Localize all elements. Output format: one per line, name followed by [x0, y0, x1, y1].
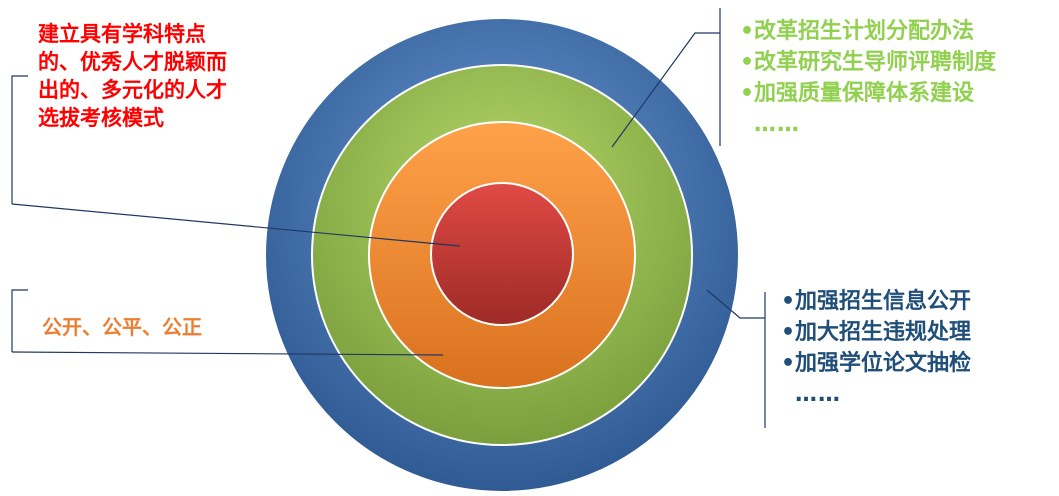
reform-item: •改革研究生导师评聘制度 [740, 50, 997, 75]
core-connector [11, 203, 461, 247]
supervision-item: •加强学位论文抽检 [781, 351, 972, 376]
supervision-item: •加强招生信息公开 [781, 289, 972, 314]
reform-label: •改革招生计划分配办法 •改革研究生导师评聘制度 •加强质量保障体系建设 …… [740, 16, 996, 140]
reform-connector [611, 32, 720, 148]
supervision-connector [706, 289, 765, 319]
fairness-connector [11, 351, 444, 356]
core-label: 建立具有学科特点 的、优秀人才脱颖而 出的、多元化的人才 选拔考核模式 [38, 20, 227, 132]
core-label-line: 的、优秀人才脱颖而 [38, 50, 227, 74]
supervision-item: •加大招生违规处理 [781, 320, 972, 345]
supervision-label: •加强招生信息公开 •加大招生违规处理 •加强学位论文抽检 …… [781, 286, 971, 410]
fairness-bracket [11, 289, 28, 352]
supervision-ellipsis: …… [795, 382, 841, 407]
core-label-line: 出的、多元化的人才 [38, 78, 227, 102]
reform-item: •改革招生计划分配办法 [740, 19, 975, 44]
core-label-line: 选拔考核模式 [38, 106, 164, 130]
reform-item: •加强质量保障体系建设 [740, 81, 975, 106]
fairness-label: 公开、公平、公正 [42, 315, 202, 339]
core-label-line: 建立具有学科特点 [38, 22, 206, 46]
core-bracket [11, 75, 28, 204]
center-circle [430, 182, 574, 326]
reform-ellipsis: …… [754, 112, 800, 137]
